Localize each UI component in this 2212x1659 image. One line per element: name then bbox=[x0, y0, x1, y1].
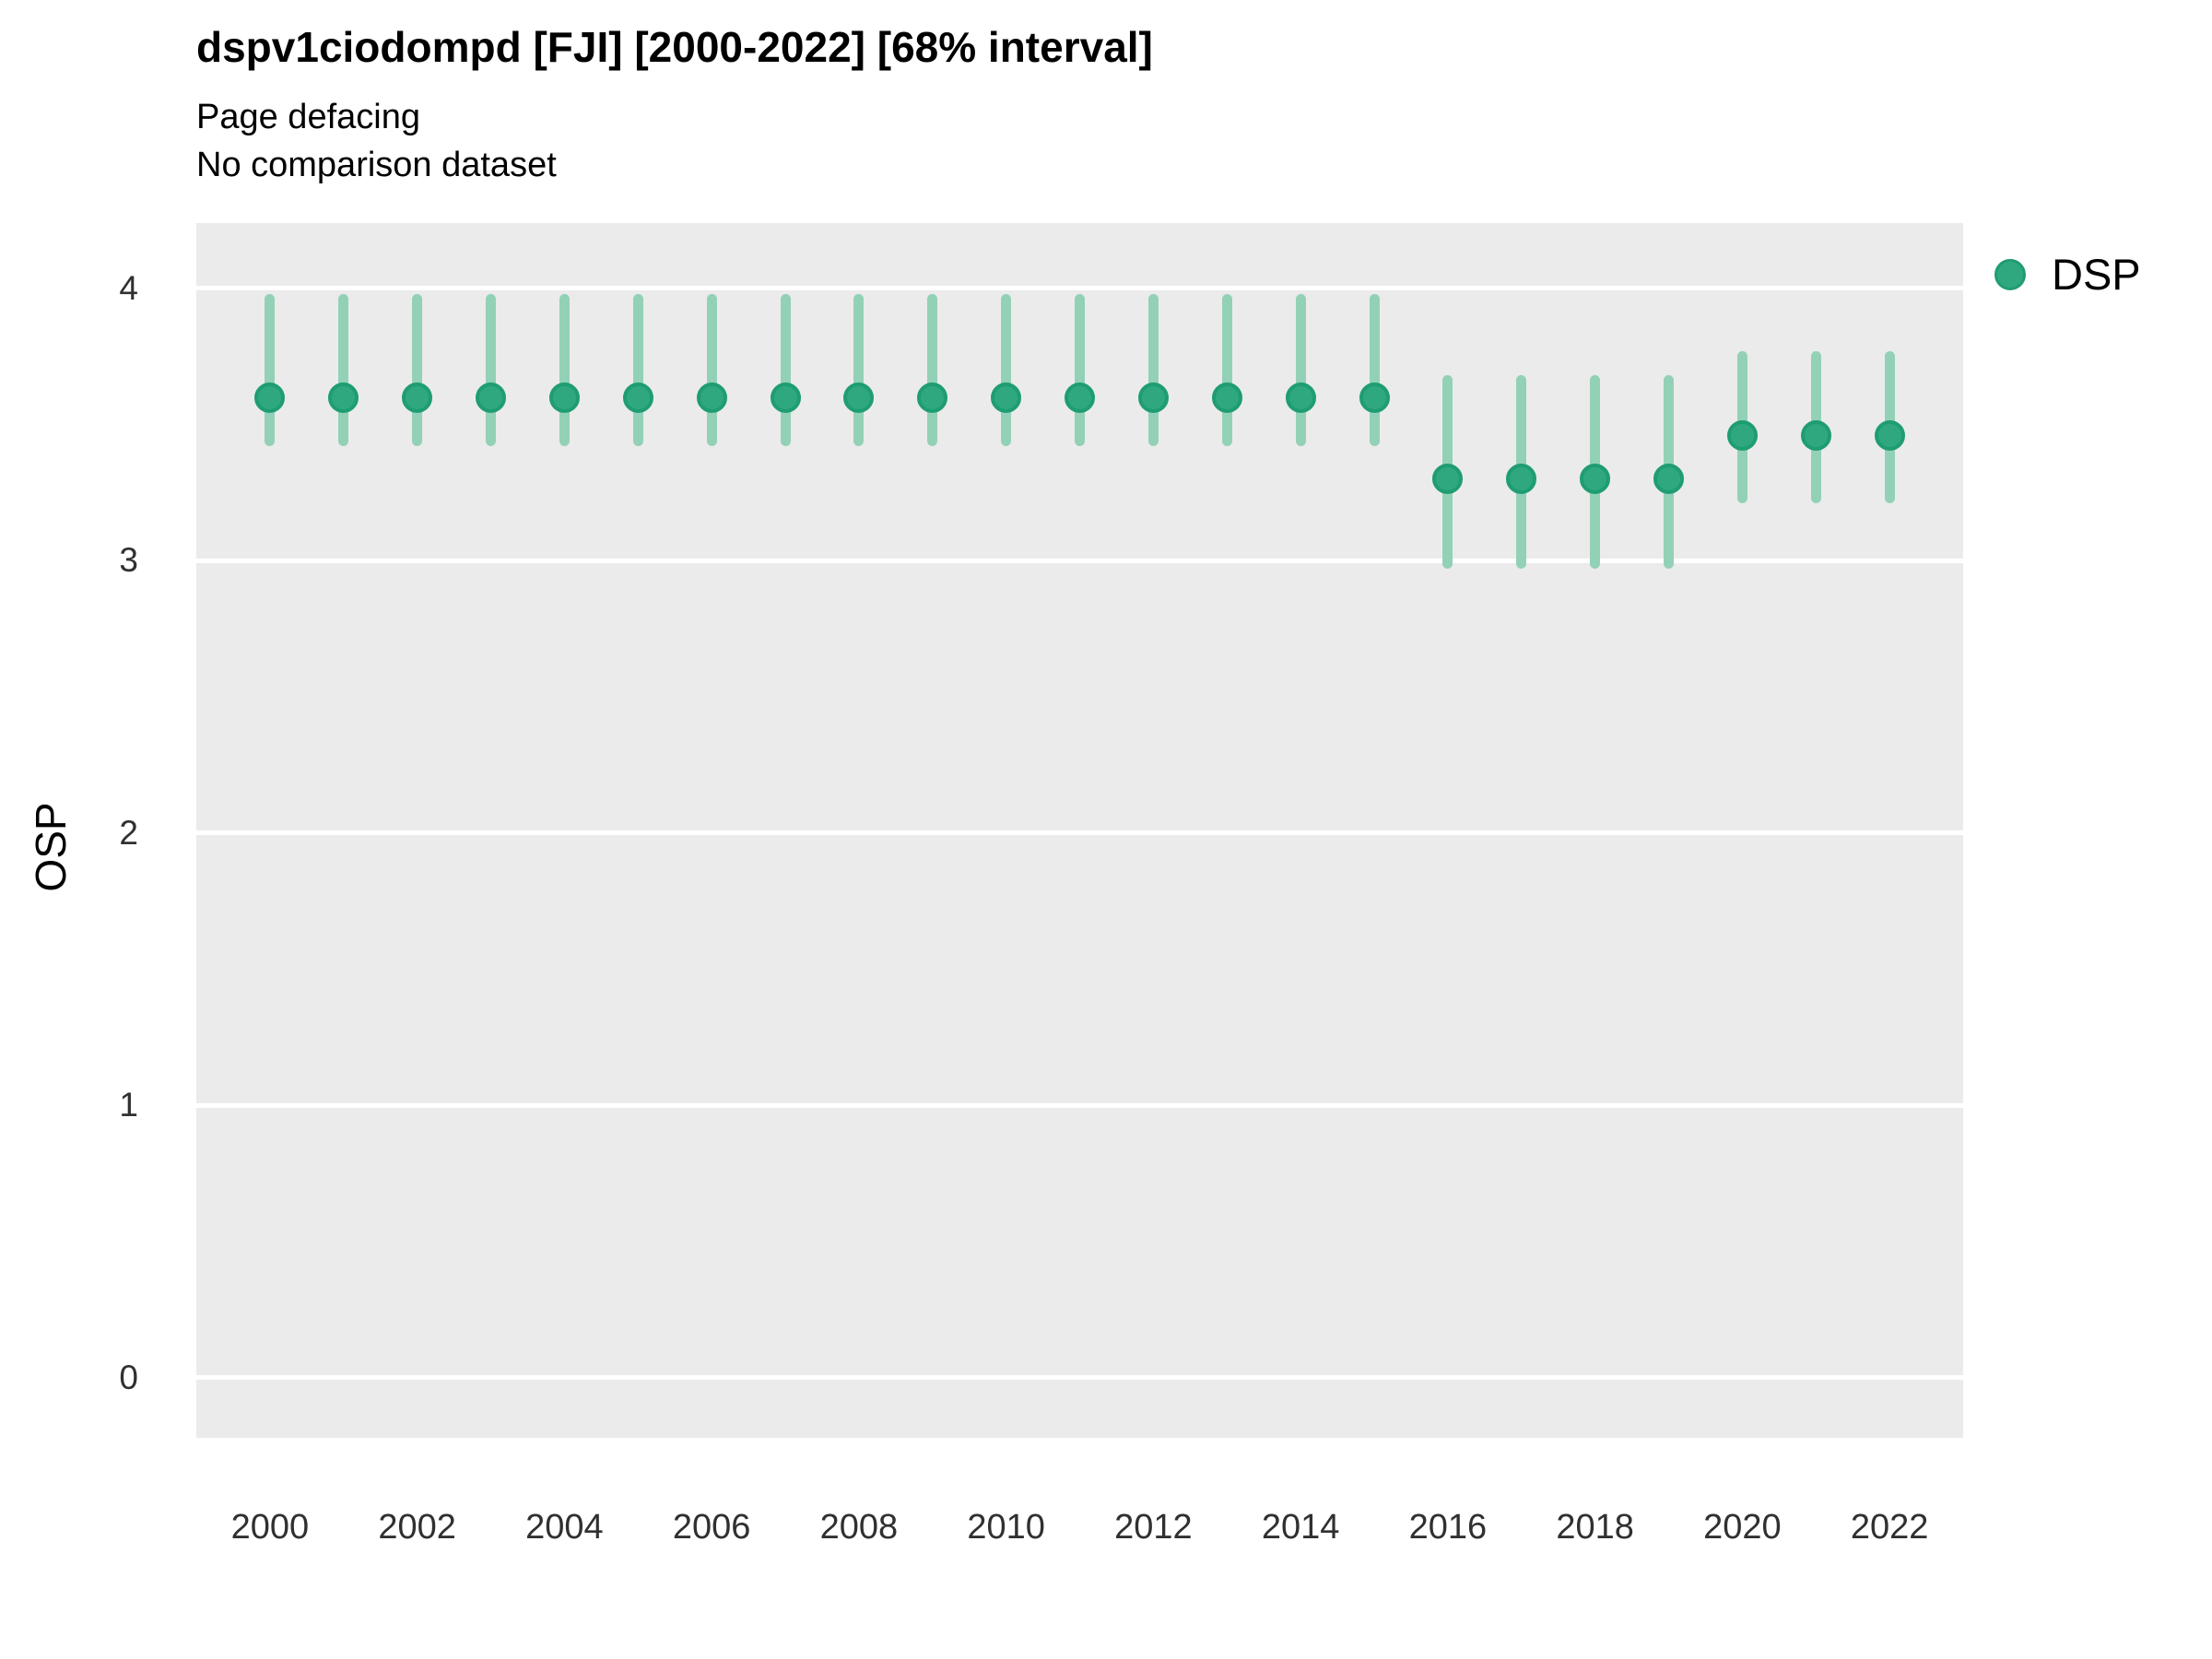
x-tick-label: 2008 bbox=[819, 1508, 899, 1547]
data-point-2006 bbox=[696, 382, 727, 413]
legend: DSP bbox=[1982, 247, 2212, 306]
interval-bar-2003 bbox=[486, 293, 496, 447]
data-point-2013 bbox=[1211, 382, 1242, 413]
x-tick-label: 2006 bbox=[672, 1508, 751, 1547]
data-point-2009 bbox=[917, 382, 948, 413]
data-point-2016 bbox=[1432, 464, 1464, 495]
gridline-y-3 bbox=[196, 558, 1963, 563]
interval-bar-2015 bbox=[1369, 293, 1380, 447]
interval-bar-2014 bbox=[1295, 293, 1306, 447]
x-tick-label: 2010 bbox=[967, 1508, 1045, 1547]
legend-point-icon bbox=[1994, 259, 2026, 290]
data-point-2000 bbox=[254, 382, 286, 413]
y-tick-label: 4 bbox=[119, 268, 138, 307]
data-point-2020 bbox=[1726, 420, 1758, 451]
chart-subtitle-line2: No comparison dataset bbox=[196, 146, 557, 184]
interval-bar-2000 bbox=[265, 293, 276, 447]
y-tick-label: 1 bbox=[119, 1086, 138, 1124]
data-point-2001 bbox=[328, 382, 359, 413]
data-point-2007 bbox=[770, 382, 801, 413]
interval-bar-2002 bbox=[412, 293, 423, 447]
data-point-2014 bbox=[1285, 382, 1316, 413]
y-tick-label: 0 bbox=[119, 1358, 138, 1396]
data-point-2004 bbox=[548, 382, 580, 413]
data-point-2021 bbox=[1800, 420, 1831, 451]
data-point-2011 bbox=[1065, 382, 1095, 413]
chart-title: dspv1ciodompd [FJI] [2000-2022] [68% int… bbox=[196, 23, 1153, 71]
data-point-2002 bbox=[402, 382, 433, 413]
interval-bar-2010 bbox=[1001, 293, 1012, 447]
gridline-y-4 bbox=[196, 286, 1963, 291]
interval-bar-2006 bbox=[706, 293, 717, 447]
gridline-y-0 bbox=[196, 1375, 1963, 1381]
chart-subtitle-line1: Page defacing bbox=[196, 98, 420, 136]
x-tick-label: 2014 bbox=[1261, 1508, 1340, 1547]
data-point-2010 bbox=[991, 382, 1022, 413]
data-point-2015 bbox=[1359, 382, 1390, 413]
data-point-2003 bbox=[476, 382, 506, 413]
data-point-2008 bbox=[843, 382, 875, 413]
x-tick-label: 2002 bbox=[378, 1508, 456, 1547]
gridline-y-2 bbox=[196, 830, 1963, 836]
data-point-2017 bbox=[1506, 464, 1537, 495]
x-tick-label: 2012 bbox=[1114, 1508, 1193, 1547]
interval-bar-2007 bbox=[780, 293, 791, 447]
x-tick-label: 2018 bbox=[1556, 1508, 1634, 1547]
x-tick-label: 2000 bbox=[230, 1508, 310, 1547]
data-point-2019 bbox=[1653, 464, 1684, 495]
data-point-2022 bbox=[1874, 420, 1905, 451]
interval-bar-2009 bbox=[927, 293, 938, 447]
data-point-2018 bbox=[1580, 464, 1611, 495]
legend-item-label: DSP bbox=[2052, 250, 2141, 299]
y-tick-label: 3 bbox=[119, 541, 138, 580]
x-tick-label: 2022 bbox=[1850, 1508, 1929, 1547]
interval-bar-2011 bbox=[1075, 293, 1085, 447]
x-tick-label: 2016 bbox=[1408, 1508, 1488, 1547]
interval-bar-2012 bbox=[1147, 293, 1159, 447]
interval-bar-2005 bbox=[632, 293, 643, 447]
interval-bar-2013 bbox=[1221, 293, 1232, 447]
interval-bar-2004 bbox=[559, 293, 570, 447]
interval-bar-2008 bbox=[853, 293, 865, 447]
data-point-2012 bbox=[1137, 382, 1169, 413]
interval-bar-2001 bbox=[338, 293, 349, 447]
x-tick-label: 2020 bbox=[1703, 1508, 1782, 1547]
gridline-y-1 bbox=[196, 1102, 1963, 1108]
data-point-2005 bbox=[622, 382, 653, 413]
x-tick-label: 2004 bbox=[525, 1508, 604, 1547]
y-tick-label: 2 bbox=[119, 813, 138, 852]
